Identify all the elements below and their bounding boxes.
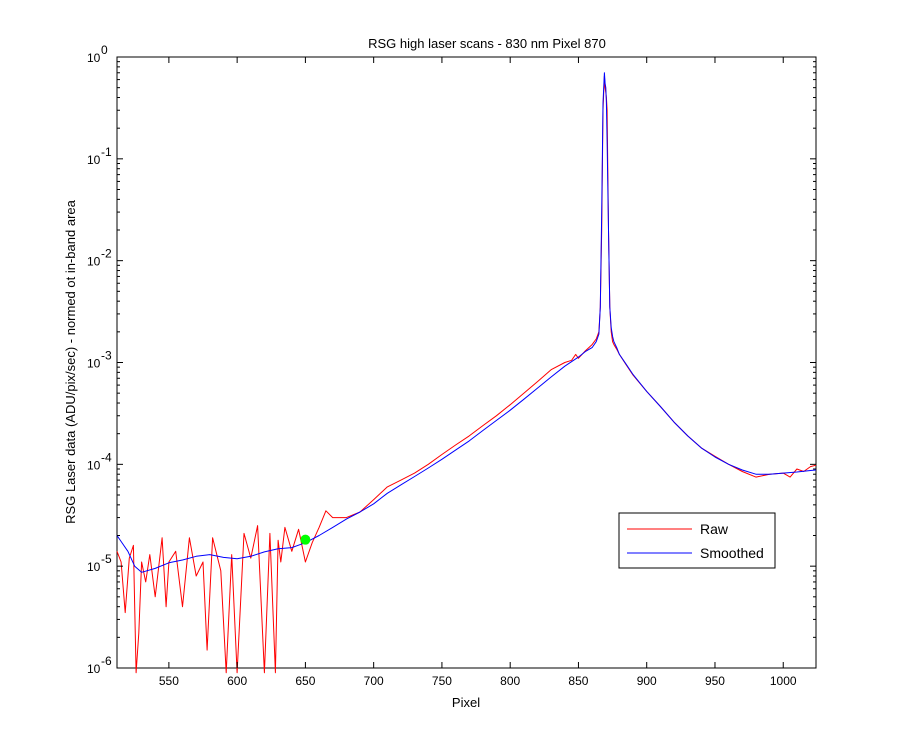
x-tick-label: 850 [568, 674, 588, 688]
y-tick-label-base: 10 [87, 662, 101, 676]
y-tick-label-exponent: 0 [101, 43, 108, 57]
series-layer [116, 72, 817, 674]
y-tick-label-base: 10 [87, 153, 101, 167]
x-axis-label: Pixel [452, 695, 480, 710]
y-tick-label-exponent: -5 [101, 552, 112, 566]
y-tick-label-exponent: -2 [101, 247, 112, 261]
highlight-marker [300, 534, 311, 545]
y-tick-label-exponent: -3 [101, 349, 112, 363]
legend-label-raw: Raw [700, 521, 729, 537]
ticks-layer: 550 600 650 700 750 800 850 900 950 100010010-110… [87, 43, 816, 688]
y-tick-label-base: 10 [87, 51, 101, 65]
y-axis-label: RSG Laser data (ADU/pix/sec) - normed ot… [63, 199, 78, 523]
y-tick-label-base: 10 [87, 458, 101, 472]
plot-area [116, 56, 817, 669]
x-tick-label: 1000 [770, 674, 797, 688]
x-tick-label: 950 [705, 674, 725, 688]
x-tick-label: 750 [432, 674, 452, 688]
y-tick-label-base: 10 [87, 357, 101, 371]
series-line-smoothed [116, 72, 817, 573]
x-tick-label: 600 [227, 674, 247, 688]
y-tick-label-exponent: -4 [101, 450, 112, 464]
y-tick-label-base: 10 [87, 255, 101, 269]
legend-label-smoothed: Smoothed [700, 545, 764, 561]
y-tick-label-exponent: -1 [101, 145, 112, 159]
chart-title: RSG high laser scans - 830 nm Pixel 870 [368, 36, 606, 51]
x-tick-label: 900 [637, 674, 657, 688]
x-tick-label: 550 [159, 674, 179, 688]
legend: Raw Smoothed [618, 512, 776, 569]
legend-box [618, 512, 776, 569]
y-tick-label-base: 10 [87, 560, 101, 574]
x-tick-label: 700 [364, 674, 384, 688]
y-tick-label-exponent: -6 [101, 654, 112, 668]
x-tick-label: 650 [295, 674, 315, 688]
x-tick-label: 800 [500, 674, 520, 688]
